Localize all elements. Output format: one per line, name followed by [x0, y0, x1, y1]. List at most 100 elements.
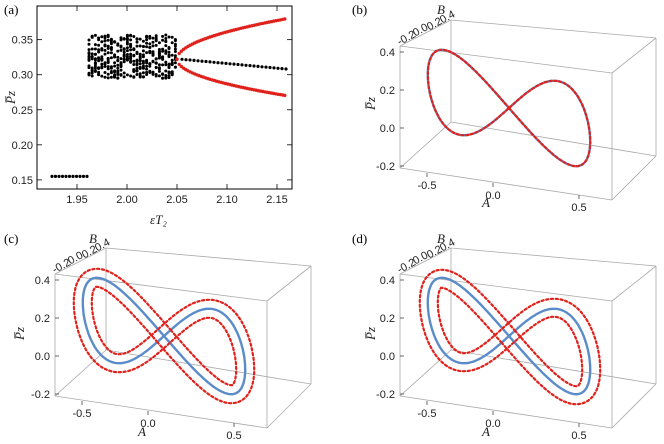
panel-label-a: (a): [4, 2, 18, 17]
data-point: [135, 40, 139, 44]
data-point: [157, 69, 161, 73]
trajectories-c: [72, 267, 256, 405]
data-point: [113, 61, 117, 65]
data-point: [188, 58, 192, 62]
data-point: [85, 174, 89, 178]
data-point: [125, 33, 129, 37]
data-point: [141, 66, 145, 70]
box-edge: [54, 273, 268, 302]
y-axis-label-c: B: [89, 231, 97, 246]
box-edge: [399, 349, 452, 397]
data-point: [145, 64, 149, 68]
x-tick-label: -0.5: [418, 408, 437, 420]
data-point: [132, 68, 136, 72]
data-point: [167, 46, 171, 49]
data-point: [116, 58, 120, 62]
x-axis-label-b: A: [481, 195, 490, 210]
data-point: [135, 66, 139, 70]
data-point: [141, 75, 145, 79]
box-edge: [399, 121, 452, 169]
3d-box-c: [54, 247, 312, 429]
box-edge: [266, 383, 312, 429]
data-point: [138, 56, 142, 60]
data-point: [113, 55, 117, 59]
data-point: [129, 52, 133, 56]
data-point: [116, 43, 120, 47]
data-point: [106, 72, 110, 76]
data-point: [109, 56, 113, 60]
data-point: [125, 40, 129, 44]
data-point: [81, 174, 86, 178]
data-point: [145, 34, 149, 38]
data-point: [100, 35, 104, 39]
data-point: [157, 41, 161, 45]
data-point: [170, 53, 174, 57]
data-point: [106, 56, 110, 60]
y-tick-label: 0.20: [12, 140, 33, 152]
data-point: [100, 57, 104, 61]
data-point: [192, 58, 196, 63]
data-point: [179, 49, 184, 53]
data-point: [103, 71, 107, 74]
data-point: [138, 37, 142, 41]
data-point: [125, 55, 129, 59]
data-point: [135, 52, 139, 55]
x-tick-label: -0.5: [418, 180, 437, 192]
z-tick-label: 0.2: [380, 313, 395, 325]
x-tick-label: 0.0: [485, 418, 500, 430]
data-point: [57, 174, 61, 178]
z-axis-label-b: P̅z: [363, 97, 378, 111]
data-point: [122, 47, 126, 51]
data-point: [145, 61, 149, 65]
x-axis-label-d: A: [481, 424, 490, 439]
data-point: [170, 35, 174, 39]
data-point: [87, 38, 91, 42]
data-point: [87, 51, 91, 55]
data-point: [164, 33, 168, 37]
data-point: [135, 73, 139, 76]
data-point: [116, 69, 120, 73]
data-point: [119, 63, 123, 67]
box-edge: [611, 265, 657, 302]
data-point: [87, 64, 91, 68]
data-point: [141, 61, 145, 65]
data-point: [154, 57, 158, 61]
data-point: [161, 57, 165, 61]
data-point: [157, 67, 161, 71]
data-point: [125, 57, 129, 61]
data-point: [236, 62, 240, 67]
data-point: [93, 64, 97, 68]
box-edge: [54, 349, 107, 397]
data-point: [103, 65, 107, 68]
data-point: [135, 37, 139, 41]
data-point: [164, 37, 168, 40]
data-point: [93, 66, 97, 70]
box-edge: [450, 121, 657, 157]
data-point: [106, 44, 110, 48]
trajectory-dotted: [426, 48, 592, 168]
data-point: [97, 38, 101, 42]
data-point: [151, 53, 155, 57]
data-point: [220, 61, 224, 65]
data-point: [164, 63, 168, 67]
z-axis-label-d: P̅z: [363, 327, 378, 341]
data-point: [109, 75, 113, 79]
box-edge: [611, 383, 657, 429]
data-point: [122, 58, 126, 62]
y-tick-label: 0.30: [12, 70, 33, 82]
data-point: [148, 71, 152, 74]
data-point: [119, 73, 123, 77]
x-tick-label: 0.5: [571, 430, 586, 442]
data-point: [93, 70, 97, 73]
data-point: [170, 63, 174, 67]
x-tick-label: 0.0: [140, 418, 155, 430]
data-point: [161, 76, 165, 80]
data-point: [268, 65, 272, 70]
data-point: [161, 34, 165, 38]
data-point: [119, 36, 123, 40]
data-point: [148, 62, 152, 66]
trajectories-d: [418, 268, 602, 406]
data-point: [200, 59, 204, 63]
data-point: [196, 59, 200, 63]
data-point: [151, 44, 155, 48]
